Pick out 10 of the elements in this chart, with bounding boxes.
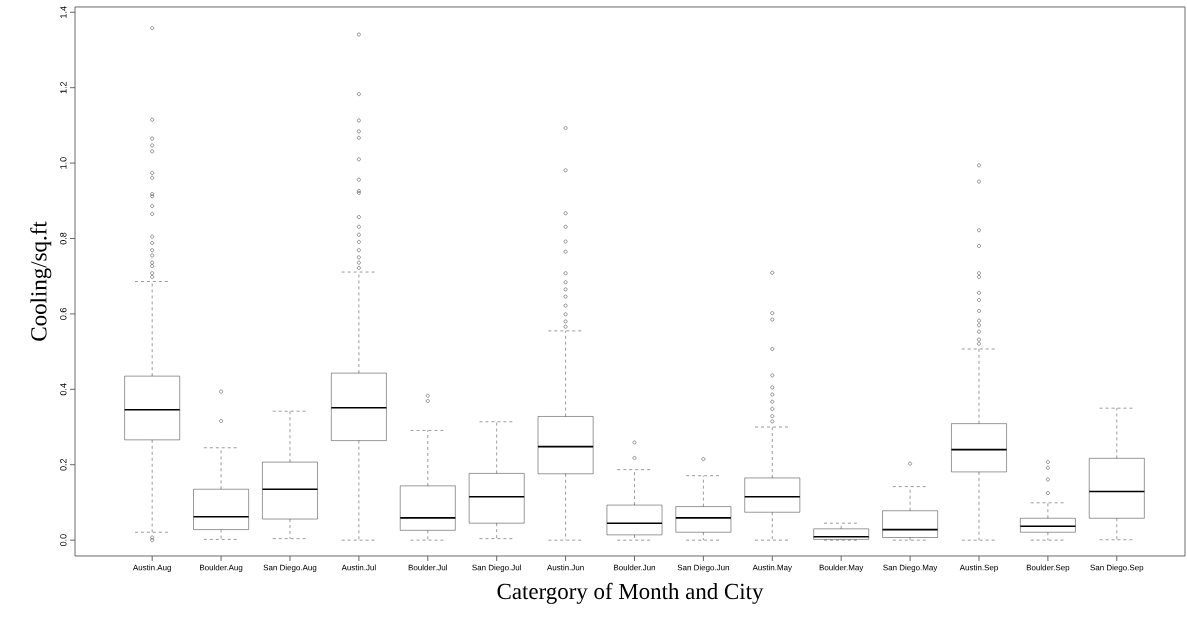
y-tick-label: 0.2	[60, 458, 67, 471]
y-tick-label: 0.0	[60, 534, 67, 547]
y-tick-label: 0.8	[60, 232, 67, 245]
y-tick-label: 1.0	[60, 157, 67, 169]
y-tick-label: 0.6	[60, 308, 67, 320]
y-tick-label: 0.4	[60, 383, 67, 396]
y-axis-title: Cooling/sq.ft	[30, 221, 52, 341]
x-axis-title: Catergory of Month and City	[497, 582, 764, 604]
y-tick-label: 1.4	[60, 6, 67, 18]
y-tick-label: 1.2	[60, 81, 67, 94]
